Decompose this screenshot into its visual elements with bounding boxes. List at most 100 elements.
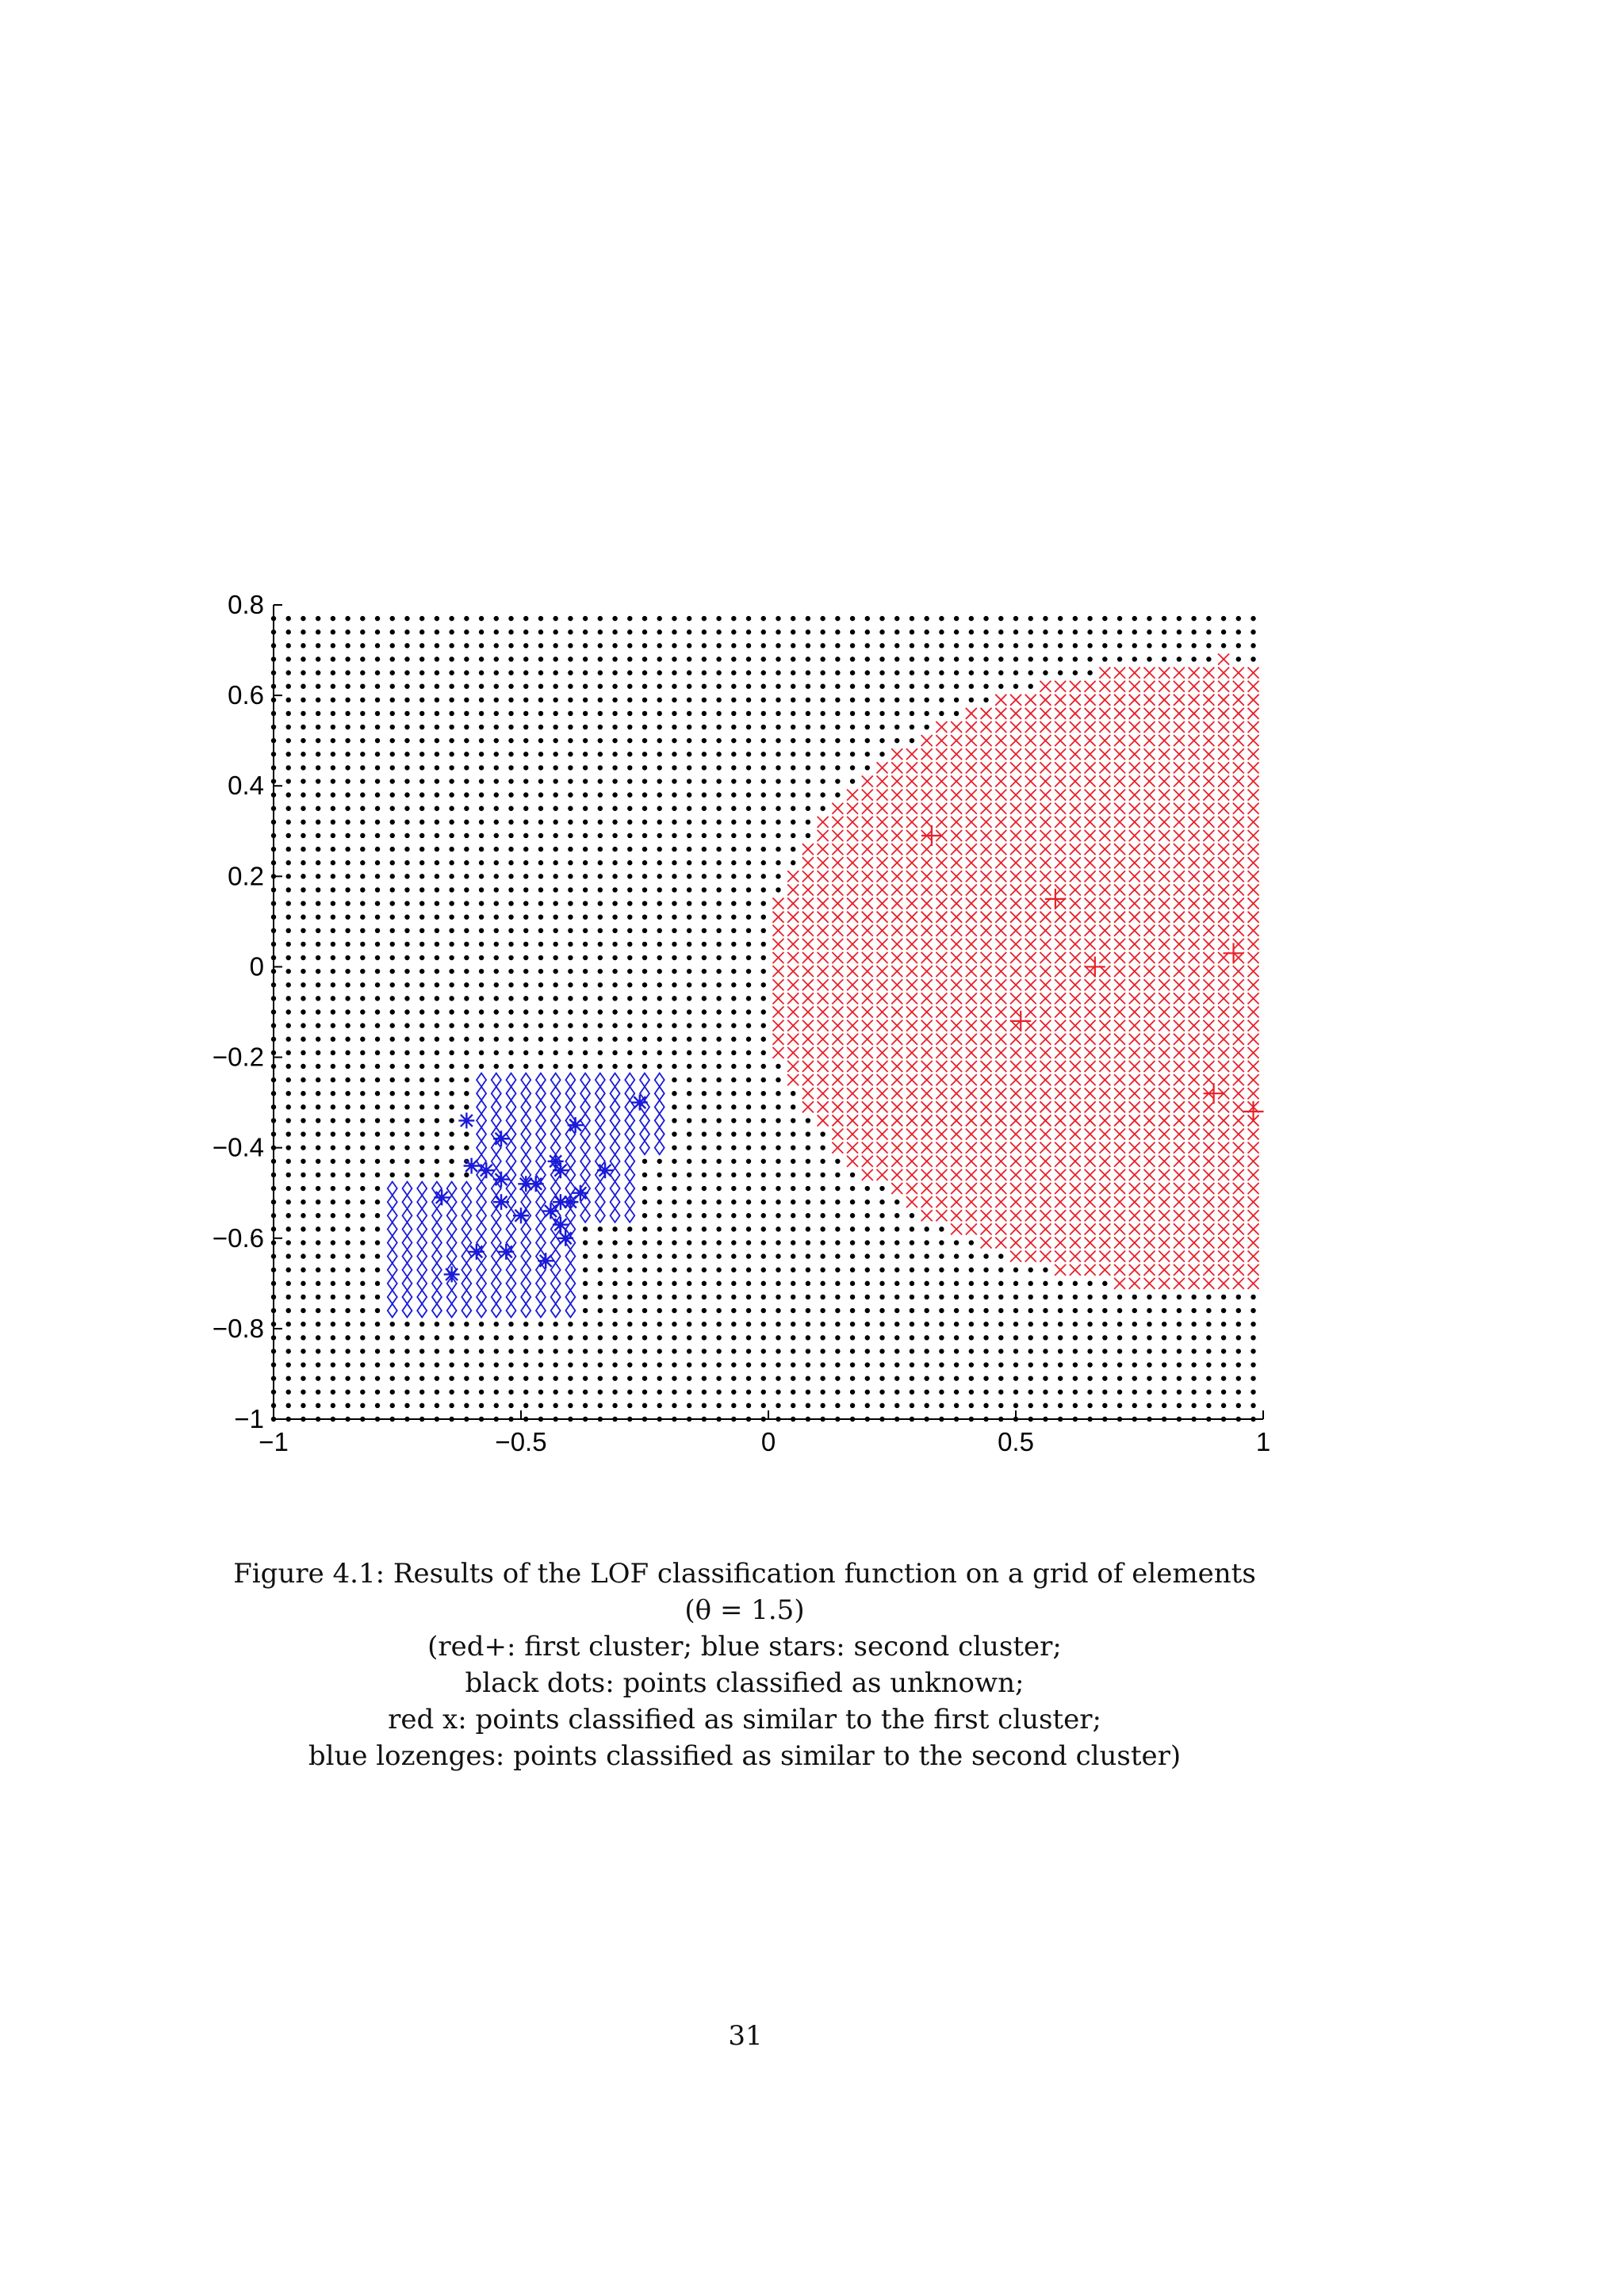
unknown-point — [731, 1376, 737, 1381]
unknown-point — [285, 1077, 291, 1083]
first-cluster-similar-point — [772, 978, 785, 991]
first-cluster-similar-point — [935, 1019, 948, 1032]
second-cluster-similar-point — [490, 1099, 502, 1115]
unknown-point — [538, 670, 544, 675]
unknown-point — [582, 1307, 588, 1314]
first-cluster-similar-point — [1009, 883, 1022, 897]
unknown-point — [864, 737, 871, 744]
unknown-point — [1132, 1335, 1137, 1341]
unknown-point — [835, 643, 841, 649]
unknown-point — [389, 1321, 395, 1327]
first-cluster-similar-point — [965, 911, 978, 924]
unknown-point — [538, 629, 544, 635]
unknown-point — [330, 1091, 336, 1096]
unknown-point — [776, 629, 781, 635]
unknown-point — [657, 1376, 662, 1381]
unknown-point — [464, 1376, 469, 1381]
unknown-point — [686, 1253, 692, 1259]
first-cluster-similar-point — [935, 1155, 948, 1168]
first-cluster-similar-point — [994, 856, 1007, 869]
unknown-point — [301, 955, 306, 961]
unknown-point — [701, 710, 707, 717]
unknown-point — [983, 1280, 989, 1287]
unknown-point — [672, 1104, 677, 1110]
axes — [273, 604, 1264, 1420]
unknown-point — [701, 656, 707, 662]
first-cluster-similar-point — [1158, 992, 1170, 1005]
unknown-point — [478, 683, 485, 689]
first-cluster-similar-point — [861, 924, 874, 937]
first-cluster-similar-point — [1128, 1236, 1141, 1249]
first-cluster-similar-point — [1069, 707, 1082, 720]
first-cluster-similar-point — [1039, 1033, 1052, 1046]
unknown-point — [612, 643, 618, 649]
unknown-point — [1072, 1307, 1078, 1314]
first-cluster-similar-point — [994, 802, 1007, 815]
unknown-point — [1116, 1294, 1123, 1300]
unknown-point — [360, 1213, 366, 1219]
unknown-point — [301, 1023, 306, 1028]
first-cluster-similar-point — [1173, 761, 1185, 775]
unknown-point — [642, 1009, 648, 1015]
unknown-point — [701, 1023, 707, 1028]
first-cluster-similar-point — [1188, 1196, 1201, 1208]
unknown-point — [449, 643, 454, 649]
unknown-point — [345, 1280, 350, 1287]
unknown-point — [582, 887, 588, 893]
unknown-point — [301, 1376, 306, 1381]
unknown-point — [419, 792, 425, 798]
unknown-point — [1191, 1321, 1197, 1327]
unknown-point — [597, 1240, 603, 1246]
second-cluster-similar-point — [401, 1303, 413, 1319]
first-cluster-similar-point — [1025, 1209, 1037, 1222]
unknown-point — [849, 1199, 856, 1205]
unknown-point — [1028, 629, 1033, 635]
unknown-point — [285, 1104, 291, 1110]
unknown-point — [523, 765, 529, 771]
unknown-point — [597, 1321, 603, 1327]
unknown-point — [909, 1280, 915, 1287]
second-cluster-similar-point — [461, 1275, 473, 1292]
unknown-point — [879, 1335, 885, 1341]
unknown-point — [419, 1158, 425, 1164]
first-cluster-similar-point — [1113, 1033, 1126, 1046]
first-cluster-similar-point — [1158, 911, 1170, 924]
unknown-point — [642, 1185, 648, 1192]
unknown-point — [285, 792, 291, 798]
first-cluster-similar-point — [772, 1019, 785, 1032]
unknown-point — [597, 1402, 603, 1409]
first-cluster-similar-point — [1247, 1169, 1260, 1181]
unknown-point — [1162, 1321, 1167, 1327]
unknown-point — [345, 683, 350, 689]
unknown-point — [701, 1307, 707, 1314]
unknown-point — [285, 1307, 291, 1314]
unknown-point — [330, 1036, 336, 1042]
unknown-point — [301, 982, 306, 988]
unknown-point — [478, 710, 485, 717]
second-cluster-similar-point — [475, 1207, 488, 1224]
unknown-point — [419, 982, 425, 988]
first-cluster-similar-point — [1025, 883, 1037, 897]
first-cluster-similar-point — [921, 897, 933, 910]
first-cluster-similar-point — [1083, 1127, 1097, 1141]
unknown-point — [701, 928, 707, 934]
unknown-point — [345, 1091, 350, 1096]
unknown-point — [791, 1335, 796, 1341]
first-cluster-similar-point — [1113, 978, 1126, 991]
first-cluster-similar-point — [1083, 1236, 1097, 1249]
unknown-point — [791, 643, 796, 649]
first-cluster-similar-point — [875, 911, 889, 924]
unknown-point — [345, 887, 350, 893]
first-cluster-similar-point — [1025, 843, 1037, 855]
unknown-point — [315, 1199, 321, 1205]
first-cluster-similar-point — [802, 1019, 814, 1032]
unknown-point — [701, 941, 707, 947]
unknown-point — [478, 724, 485, 730]
first-cluster-similar-point — [1217, 788, 1230, 802]
unknown-point — [493, 1009, 499, 1015]
unknown-point — [939, 1349, 944, 1354]
unknown-point — [701, 643, 707, 649]
first-cluster-similar-point — [1232, 680, 1245, 693]
first-cluster-similar-point — [831, 1127, 844, 1141]
unknown-point — [523, 914, 529, 920]
